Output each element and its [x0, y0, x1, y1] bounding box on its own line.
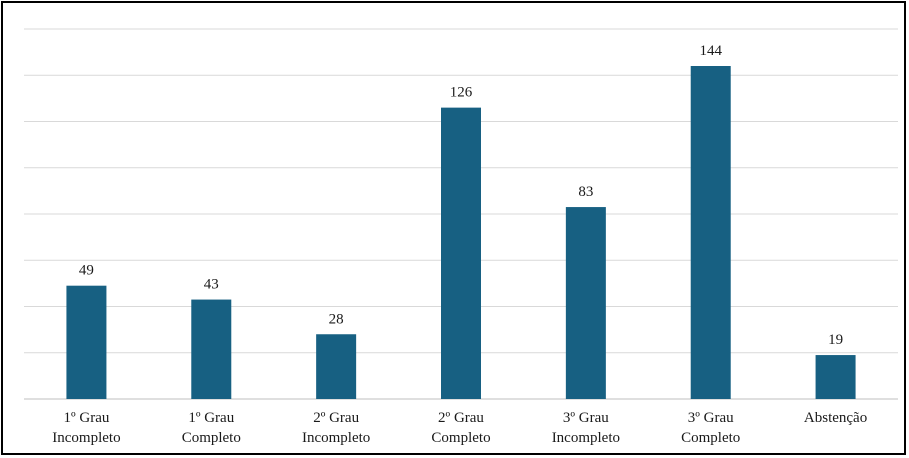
- bar: [815, 355, 856, 399]
- data-label: 83: [578, 184, 593, 200]
- bar: [565, 207, 606, 399]
- bar: [441, 107, 481, 399]
- bar: [690, 66, 731, 399]
- bar: [191, 299, 232, 399]
- data-label: 49: [79, 263, 94, 279]
- x-tick-label: Completo: [182, 430, 241, 446]
- x-tick-label: Completo: [681, 430, 740, 446]
- bar: [316, 334, 357, 399]
- x-tick-label: Completo: [431, 430, 490, 446]
- data-label: 28: [329, 311, 344, 327]
- bar: [66, 285, 107, 399]
- data-label: 19: [828, 332, 843, 348]
- data-label: 144: [699, 43, 722, 59]
- data-label: 126: [450, 85, 473, 101]
- x-tick-label: 3º Grau: [688, 410, 734, 426]
- x-tick-label: 3º Grau: [563, 410, 609, 426]
- x-tick-label: 2º Grau: [313, 410, 359, 426]
- x-tick-label: Incompleto: [552, 430, 620, 446]
- x-tick-label: Incompleto: [302, 430, 370, 446]
- x-tick-label: Incompleto: [52, 430, 120, 446]
- x-tick-label: Abstenção: [804, 410, 867, 426]
- x-tick-label: 1º Grau: [188, 410, 234, 426]
- data-label: 43: [204, 277, 219, 293]
- x-tick-label: 2º Grau: [438, 410, 484, 426]
- x-tick-label: 1º Grau: [63, 410, 109, 426]
